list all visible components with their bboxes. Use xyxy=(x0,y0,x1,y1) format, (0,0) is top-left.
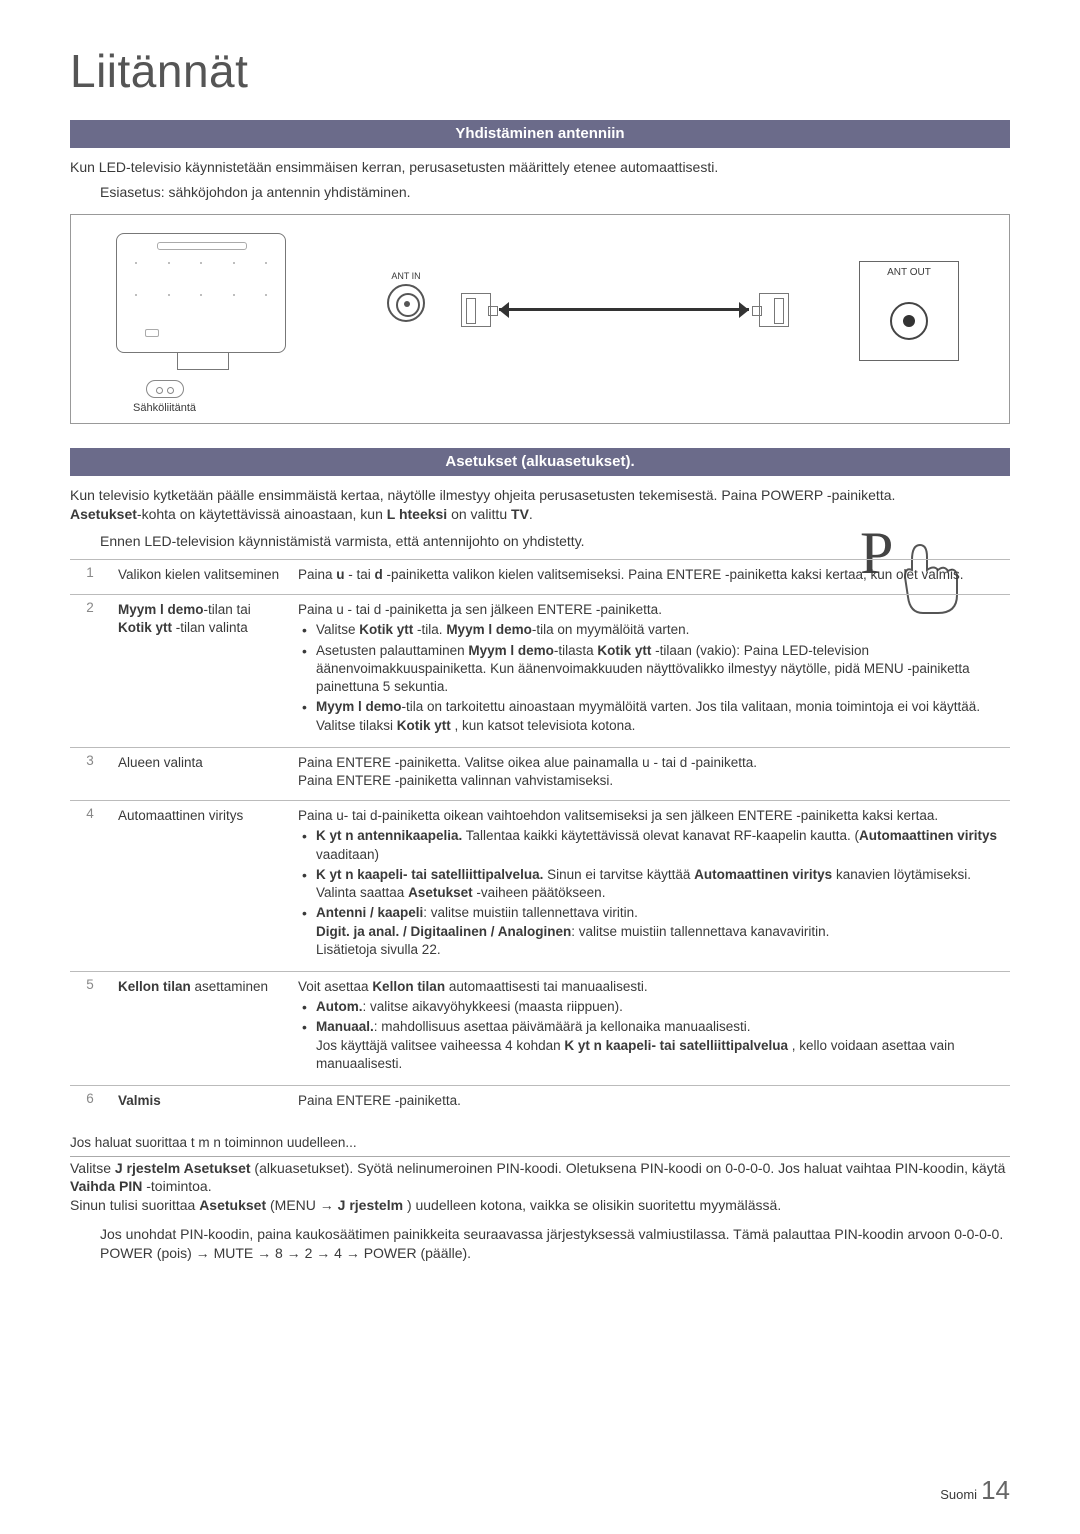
step-number: 6 xyxy=(70,1086,110,1121)
power-label: Sähköliitäntä xyxy=(133,401,196,416)
connector-left xyxy=(461,293,491,327)
page-title: Liitännät xyxy=(70,40,1010,102)
step-content: Paina u- tai d-painiketta oikean vaihtoe… xyxy=(290,801,1010,972)
step-title: Kellon tilan asettaminen xyxy=(110,971,290,1085)
section-heading-antenna: Yhdistäminen antenniin xyxy=(70,120,1010,148)
step-number: 3 xyxy=(70,747,110,800)
table-row: 3 Alueen valinta Paina ENTERE -painikett… xyxy=(70,747,1010,800)
step-content: Paina ENTERE -painiketta. xyxy=(290,1086,1010,1121)
step-number: 4 xyxy=(70,801,110,972)
step-number: 2 xyxy=(70,595,110,748)
footer-note: Jos unohdat PIN-koodin, paina kaukosääti… xyxy=(100,1225,1010,1263)
step-title: Myym l demo-tilan tai Kotik ytt -tilan v… xyxy=(110,595,290,748)
step-number: 5 xyxy=(70,971,110,1085)
footer-p2: Sinun tulisi suorittaa Asetukset (MENU →… xyxy=(70,1196,1010,1215)
step-content: Paina ENTERE -painiketta. Valitse oikea … xyxy=(290,747,1010,800)
connection-diagram: Sähköliitäntä ANT IN ANT OUT xyxy=(70,214,1010,424)
cable xyxy=(499,308,749,311)
ant-in: ANT IN xyxy=(371,270,441,342)
step-content: Paina u - tai d -painiketta valikon kiel… xyxy=(290,560,1010,595)
connector-right xyxy=(759,293,789,327)
table-row: 6 Valmis Paina ENTERE -painiketta. xyxy=(70,1086,1010,1121)
step-title: Alueen valinta xyxy=(110,747,290,800)
table-row: 2 Myym l demo-tilan tai Kotik ytt -tilan… xyxy=(70,595,1010,748)
section1-preset: Esiasetus: sähköjohdon ja antennin yhdis… xyxy=(100,183,1010,202)
power-port xyxy=(146,380,184,398)
page-number: Suomi14 xyxy=(940,1473,1010,1508)
section-heading-setup: Asetukset (alkuasetukset). xyxy=(70,448,1010,476)
setup-steps-table: 1 Valikon kielen valitseminen Paina u - … xyxy=(70,559,1010,1120)
wall-outlet: ANT OUT xyxy=(859,261,959,361)
step-title: Automaattinen viritys xyxy=(110,801,290,972)
table-row: 5 Kellon tilan asettaminen Voit asettaa … xyxy=(70,971,1010,1085)
section2-para1: Kun televisio kytketään päälle ensimmäis… xyxy=(70,486,1010,505)
tv-outline xyxy=(116,233,286,353)
footer-p1: Valitse J rjestelm Asetukset (alkuasetuk… xyxy=(70,1159,1010,1197)
footer-heading: Jos haluat suorittaa t m n toiminnon uud… xyxy=(70,1134,1010,1156)
table-row: 4 Automaattinen viritys Paina u- tai d-p… xyxy=(70,801,1010,972)
step-title: Valmis xyxy=(110,1086,290,1121)
step-content: Paina u - tai d -painiketta ja sen jälke… xyxy=(290,595,1010,748)
step-content: Voit asettaa Kellon tilan automaattisest… xyxy=(290,971,1010,1085)
step-number: 1 xyxy=(70,560,110,595)
table-row: 1 Valikon kielen valitseminen Paina u - … xyxy=(70,560,1010,595)
step-title: Valikon kielen valitseminen xyxy=(110,560,290,595)
section1-intro: Kun LED-televisio käynnistetään ensimmäi… xyxy=(70,158,1010,177)
